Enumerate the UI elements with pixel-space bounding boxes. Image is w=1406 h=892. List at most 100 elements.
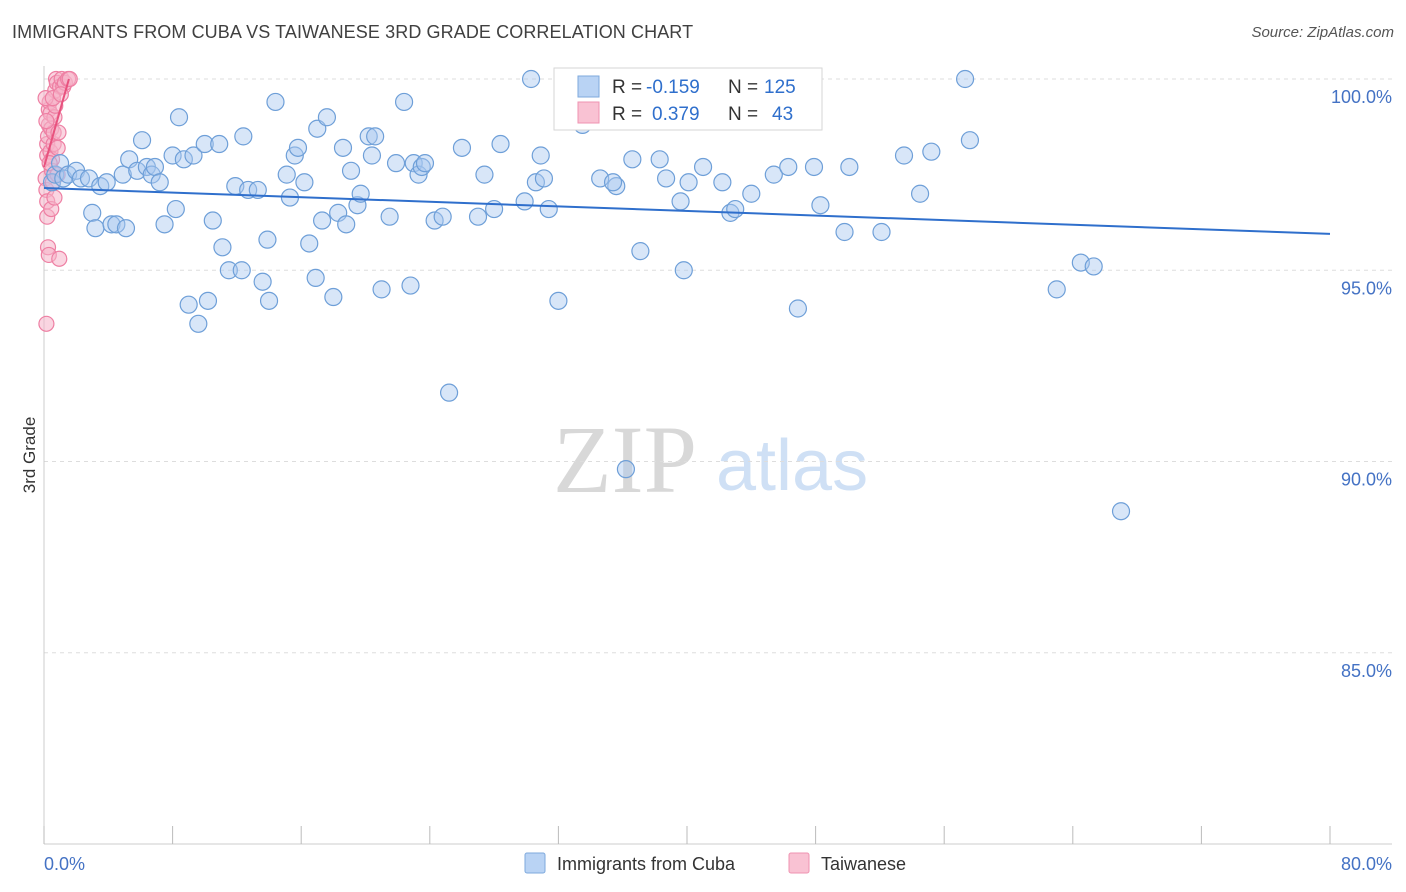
cuba-point xyxy=(359,127,378,146)
y-tick-labels: 100.0% 95.0% 90.0% 85.0% xyxy=(1331,87,1392,681)
cuba-point xyxy=(549,291,568,310)
cuba-point xyxy=(163,146,182,165)
cuba-point xyxy=(195,134,214,154)
cuba-point xyxy=(534,169,554,188)
cuba-point xyxy=(872,222,891,242)
cuba-point xyxy=(132,131,152,150)
cuba-point xyxy=(128,161,147,180)
stats-legend: R = -0.159 N = 125 R = 0.379 N = 43 xyxy=(553,67,823,131)
cuba-point xyxy=(288,138,308,157)
cuba-point xyxy=(166,199,185,219)
cuba-point xyxy=(679,173,698,192)
chart-title: IMMIGRANTS FROM CUBA VS TAIWANESE 3RD GR… xyxy=(12,22,694,42)
cuba-point xyxy=(674,261,693,280)
cuba-point xyxy=(726,199,745,219)
cuba-point xyxy=(713,173,732,192)
watermark: ZIP atlas xyxy=(553,406,868,513)
cuba-point xyxy=(259,291,279,310)
series-legend: Immigrants from Cuba Taiwanese xyxy=(524,852,906,874)
cuba-point xyxy=(811,196,830,215)
cuba-point xyxy=(317,108,337,127)
cuba-point xyxy=(253,272,272,291)
cuba-point xyxy=(657,169,676,188)
cuba-point xyxy=(107,215,126,234)
cuba-point xyxy=(113,165,132,184)
taiwanese-point xyxy=(38,112,55,130)
taiwanese-trendline xyxy=(43,78,70,168)
cuba-point xyxy=(234,127,253,146)
cuba-point xyxy=(623,150,642,169)
watermark-zip: ZIP xyxy=(553,406,697,513)
cuba-point xyxy=(603,173,623,192)
cuba-point xyxy=(155,215,174,234)
cuba-point xyxy=(1111,502,1131,521)
cuba-trendline xyxy=(43,187,1331,235)
cuba-point xyxy=(83,203,102,222)
y-axis-label: 3rd Grade xyxy=(20,417,39,494)
cuba-point xyxy=(955,69,975,89)
cuba-point xyxy=(468,207,488,226)
cuba-point xyxy=(960,131,980,150)
x-tick-label-max: 80.0% xyxy=(1341,854,1392,874)
cuba-point xyxy=(894,146,914,165)
cuba-point xyxy=(1047,280,1066,299)
y-tick-label-0: 100.0% xyxy=(1331,87,1392,107)
cuba-point xyxy=(433,207,452,226)
stats-r-value-taiwan: 0.379 xyxy=(652,104,700,125)
cuba-point xyxy=(366,127,385,146)
cuba-point xyxy=(401,276,420,295)
cuba-point xyxy=(351,184,370,203)
cuba-point xyxy=(102,215,121,234)
stats-n-value-taiwan: 43 xyxy=(772,104,793,125)
cuba-point xyxy=(693,157,713,177)
cuba-point xyxy=(266,92,285,112)
source-credit: Source: ZipAtlas.com xyxy=(1251,24,1394,41)
cuba-point xyxy=(312,211,332,230)
cuba-point xyxy=(213,238,232,257)
cuba-points xyxy=(42,69,1131,521)
taiwanese-point xyxy=(51,250,68,267)
stats-swatch-taiwan xyxy=(577,101,600,124)
stats-n-label-taiwan: N = xyxy=(728,104,758,125)
gridlines xyxy=(44,78,1392,654)
cuba-point xyxy=(189,314,208,333)
cuba-point xyxy=(184,146,203,165)
taiwanese-point xyxy=(49,139,66,156)
cuba-point xyxy=(515,192,534,211)
cuba-point xyxy=(491,134,510,154)
cuba-point xyxy=(650,150,669,169)
cuba-point xyxy=(300,234,319,253)
cuba-point xyxy=(788,299,808,318)
cuba-point xyxy=(922,142,941,161)
cuba-point xyxy=(386,154,406,173)
cuba-point xyxy=(1084,257,1103,276)
cuba-point xyxy=(631,242,650,261)
cuba-point xyxy=(306,268,325,287)
trendlines xyxy=(43,78,1331,235)
cuba-point xyxy=(362,146,382,165)
cuba-point xyxy=(521,69,541,89)
cuba-point xyxy=(219,261,238,280)
cuba-point xyxy=(910,184,930,203)
cuba-point xyxy=(742,184,761,203)
legend-swatch-cuba xyxy=(524,852,546,874)
stats-n-label-cuba: N = xyxy=(728,77,758,98)
taiwanese-point xyxy=(46,189,63,206)
legend-label-cuba: Immigrants from Cuba xyxy=(557,854,736,874)
cuba-point xyxy=(277,165,296,184)
cuba-point xyxy=(531,146,550,165)
cuba-point xyxy=(616,460,636,479)
stats-swatch-cuba xyxy=(577,75,600,98)
cuba-point xyxy=(764,165,783,184)
cuba-point xyxy=(324,287,343,307)
cuba-point xyxy=(475,165,494,184)
x-tick-label-min: 0.0% xyxy=(44,854,85,874)
stats-r-label-cuba: R = xyxy=(612,77,642,98)
cuba-point xyxy=(203,211,222,230)
cuba-point xyxy=(337,215,356,234)
cuba-point xyxy=(116,219,136,238)
stats-r-value-cuba: -0.159 xyxy=(646,77,700,98)
cuba-point xyxy=(394,92,414,112)
cuba-point xyxy=(452,138,472,157)
